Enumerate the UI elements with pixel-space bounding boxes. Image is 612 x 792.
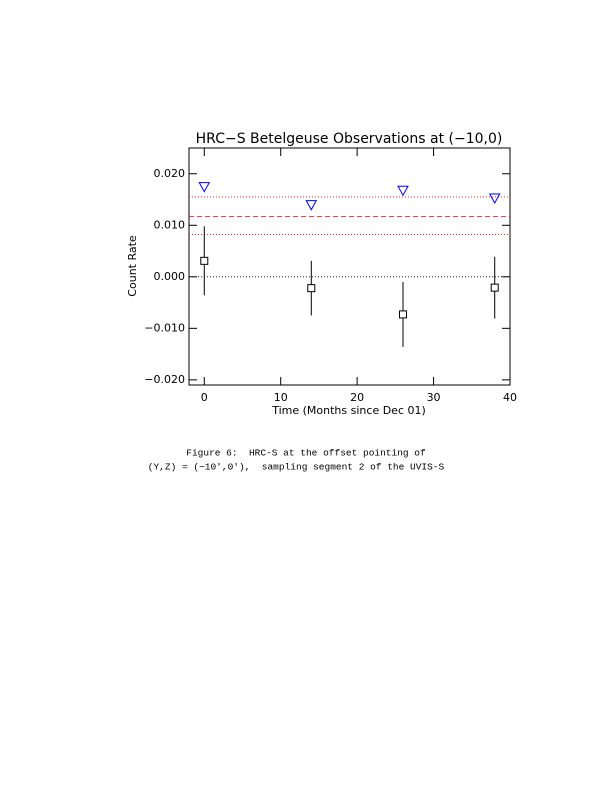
y-tick-label: 0.010 [154,218,186,231]
x-tick-label: 40 [503,391,517,404]
x-axis-label: Time (Months since Dec 01) [271,404,426,417]
data-point [397,185,409,197]
x-tick-label: 0 [201,391,208,404]
y-axis-label: Count Rate [126,235,139,297]
data-point [198,182,211,193]
y-tick-label: −0.020 [144,373,185,386]
x-tick-label: 20 [350,391,364,404]
x-tick-label: 30 [427,391,441,404]
data-point [399,310,407,319]
data-point [488,193,501,205]
data-point [200,256,209,265]
y-tick-label: 0.020 [154,167,186,180]
data-point [490,283,499,292]
chart-title: HRC−S Betelgeuse Observations at (−10,0) [196,131,503,147]
caption-line: Figure 6: HRC-S at the offset pointing o… [186,448,426,459]
y-tick-label: −0.010 [144,321,185,334]
y-tick-label: 0.000 [154,270,186,283]
caption-line: (Y,Z) = (−10′,0′), sampling segment 2 of… [148,462,445,473]
data-point [307,284,316,293]
data-point [305,200,318,211]
x-tick-label: 10 [274,391,288,404]
plot-frame [188,147,511,386]
